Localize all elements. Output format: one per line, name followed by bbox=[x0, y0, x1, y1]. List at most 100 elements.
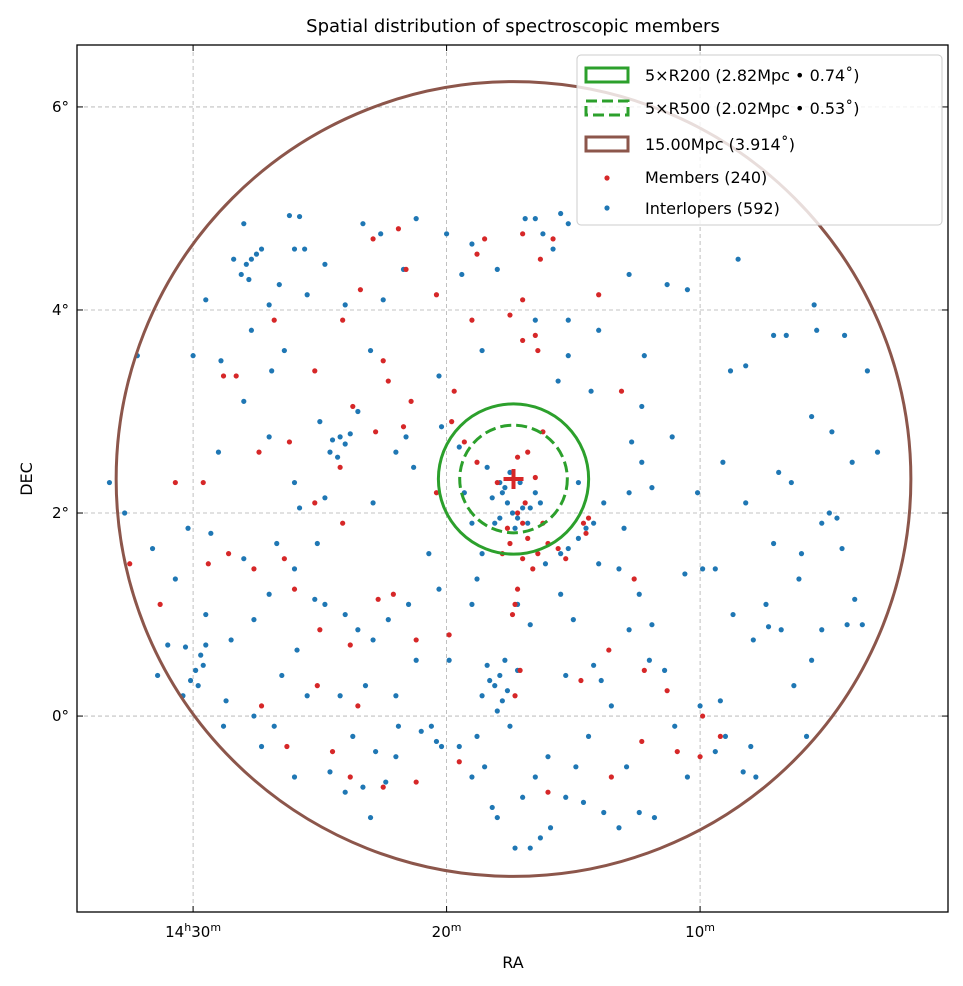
interloper-point bbox=[809, 413, 815, 420]
interloper-point bbox=[220, 723, 227, 729]
interloper-point bbox=[547, 825, 554, 831]
interloper-point bbox=[783, 332, 789, 338]
member-point bbox=[512, 693, 518, 699]
interloper-point bbox=[649, 485, 655, 491]
interloper-point bbox=[591, 520, 597, 526]
interloper-point bbox=[874, 449, 881, 455]
interloper-point bbox=[327, 449, 333, 455]
interloper-point bbox=[347, 431, 353, 437]
interloper-point bbox=[208, 530, 214, 536]
interloper-point bbox=[426, 551, 432, 557]
y-tick-label: 4° bbox=[52, 301, 69, 319]
interloper-point bbox=[291, 774, 298, 780]
interloper-point bbox=[418, 728, 424, 734]
interloper-point bbox=[626, 627, 632, 633]
member-point bbox=[220, 373, 227, 379]
member-point bbox=[514, 454, 521, 460]
interloper-point bbox=[248, 256, 255, 262]
member-point bbox=[664, 688, 670, 694]
interloper-point bbox=[279, 672, 285, 679]
member-point bbox=[461, 439, 467, 445]
interloper-point bbox=[520, 794, 526, 800]
interloper-point bbox=[504, 688, 511, 694]
interloper-point bbox=[565, 221, 571, 227]
member-point bbox=[408, 398, 414, 404]
interloper-point bbox=[776, 469, 782, 476]
member-point bbox=[474, 251, 480, 257]
interloper-point bbox=[241, 221, 247, 227]
interloper-point bbox=[413, 216, 419, 222]
legend-r200-label: 5×R200 (2.82Mpc • 0.74˚) bbox=[645, 66, 859, 85]
interloper-point bbox=[545, 754, 551, 760]
interloper-point bbox=[342, 789, 348, 795]
member-point bbox=[200, 479, 206, 486]
member-point bbox=[514, 510, 521, 516]
interloper-point bbox=[200, 662, 206, 668]
interloper-point bbox=[819, 627, 825, 633]
interloper-point bbox=[565, 353, 571, 359]
member-point bbox=[583, 530, 589, 536]
member-point bbox=[717, 733, 723, 739]
member-point bbox=[291, 586, 298, 592]
member-point bbox=[225, 551, 232, 557]
interloper-point bbox=[195, 683, 201, 689]
member-point bbox=[127, 561, 133, 567]
legend-15mpc-swatch bbox=[584, 135, 630, 153]
member-point bbox=[517, 667, 523, 673]
x-axis-label: RA bbox=[502, 953, 523, 972]
member-point bbox=[403, 266, 409, 272]
interloper-point bbox=[844, 622, 850, 628]
interloper-point bbox=[570, 617, 576, 623]
member-point bbox=[385, 378, 391, 384]
interloper-point bbox=[380, 297, 386, 303]
y-axis-label: DEC bbox=[17, 462, 36, 496]
interloper-point bbox=[512, 525, 518, 531]
interloper-point bbox=[629, 439, 635, 445]
interloper-point bbox=[193, 667, 199, 673]
legend-members-label: Members (240) bbox=[645, 168, 767, 187]
member-point bbox=[507, 312, 513, 318]
radius-circle bbox=[436, 402, 591, 556]
interloper-point bbox=[355, 408, 361, 415]
interloper-point bbox=[616, 825, 622, 831]
interloper-point bbox=[626, 271, 632, 278]
interloper-point bbox=[312, 596, 318, 602]
interloper-point bbox=[182, 644, 189, 650]
member-point bbox=[596, 292, 602, 298]
interloper-point bbox=[487, 677, 493, 684]
interloper-point bbox=[367, 347, 374, 354]
interloper-point bbox=[626, 490, 632, 496]
interloper-point bbox=[558, 591, 564, 597]
interloper-point bbox=[246, 276, 252, 283]
interloper-point bbox=[730, 611, 736, 618]
member-point bbox=[578, 677, 584, 684]
interloper-point bbox=[373, 748, 379, 755]
interloper-point bbox=[266, 591, 272, 597]
interloper-point bbox=[527, 505, 533, 511]
interloper-point bbox=[322, 495, 328, 501]
member-point bbox=[413, 637, 419, 643]
member-point bbox=[312, 368, 318, 374]
member-point bbox=[535, 551, 541, 557]
interloper-point bbox=[558, 210, 564, 217]
interloper-point bbox=[360, 221, 366, 227]
member-point bbox=[380, 784, 386, 790]
interloper-point bbox=[814, 327, 820, 333]
interloper-point bbox=[684, 774, 691, 780]
interloper-point bbox=[700, 566, 706, 572]
interloper-point bbox=[527, 845, 533, 851]
interloper-point bbox=[443, 231, 450, 237]
member-point bbox=[400, 424, 407, 430]
interloper-point bbox=[763, 601, 769, 607]
interloper-point bbox=[849, 459, 855, 465]
member-point bbox=[355, 703, 361, 709]
interloper-point bbox=[841, 332, 848, 338]
interloper-point bbox=[532, 317, 538, 323]
legend-15mpc-label: 15.00Mpc (3.914˚) bbox=[645, 135, 795, 154]
member-point bbox=[532, 332, 538, 338]
member-point bbox=[256, 449, 262, 455]
interloper-point bbox=[636, 809, 642, 816]
interloper-point bbox=[251, 713, 257, 719]
interloper-point bbox=[248, 327, 255, 333]
interloper-point bbox=[251, 617, 257, 623]
